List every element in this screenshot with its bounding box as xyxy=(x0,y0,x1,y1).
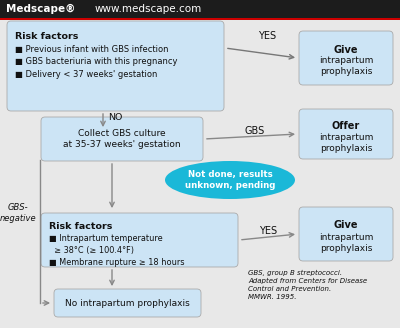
Text: GBS-
negative: GBS- negative xyxy=(0,203,36,223)
FancyBboxPatch shape xyxy=(41,117,203,161)
Text: intrapartum
prophylaxis: intrapartum prophylaxis xyxy=(319,233,373,253)
Text: Give: Give xyxy=(334,45,358,55)
Ellipse shape xyxy=(165,161,295,199)
Text: YES: YES xyxy=(258,31,276,41)
Text: No intrapartum prophylaxis: No intrapartum prophylaxis xyxy=(65,298,190,308)
Text: Not done, results
unknown, pending: Not done, results unknown, pending xyxy=(185,170,275,190)
Text: GBS, group B streptococci.
Adapted from Centers for Disease
Control and Preventi: GBS, group B streptococci. Adapted from … xyxy=(248,270,367,300)
Text: Medscape®: Medscape® xyxy=(6,4,75,14)
Bar xyxy=(0,18,400,20)
Text: Risk factors: Risk factors xyxy=(49,222,112,231)
FancyBboxPatch shape xyxy=(7,21,224,111)
Text: Risk factors: Risk factors xyxy=(15,32,78,41)
FancyBboxPatch shape xyxy=(41,213,238,267)
FancyBboxPatch shape xyxy=(299,109,393,159)
FancyBboxPatch shape xyxy=(54,289,201,317)
Text: Offer: Offer xyxy=(332,121,360,131)
Text: GBS: GBS xyxy=(245,126,265,136)
Text: ■ Previous infant with GBS infection
■ GBS bacteriuria with this pregnancy
■ Del: ■ Previous infant with GBS infection ■ G… xyxy=(15,45,178,79)
Text: www.medscape.com: www.medscape.com xyxy=(95,4,202,14)
Text: Give: Give xyxy=(334,220,358,230)
Bar xyxy=(0,0,400,18)
Text: intrapartum
prophylaxis: intrapartum prophylaxis xyxy=(319,133,373,153)
Text: intrapartum
prophylaxis: intrapartum prophylaxis xyxy=(319,56,373,76)
Text: Collect GBS culture
at 35-37 weeks' gestation: Collect GBS culture at 35-37 weeks' gest… xyxy=(63,129,181,149)
Text: NO: NO xyxy=(108,113,122,122)
Text: ■ Intrapartum temperature
  ≥ 38°C (≥ 100.4°F)
■ Membrane rupture ≥ 18 hours: ■ Intrapartum temperature ≥ 38°C (≥ 100.… xyxy=(49,234,184,267)
Text: YES: YES xyxy=(259,226,277,236)
FancyBboxPatch shape xyxy=(299,31,393,85)
FancyBboxPatch shape xyxy=(299,207,393,261)
